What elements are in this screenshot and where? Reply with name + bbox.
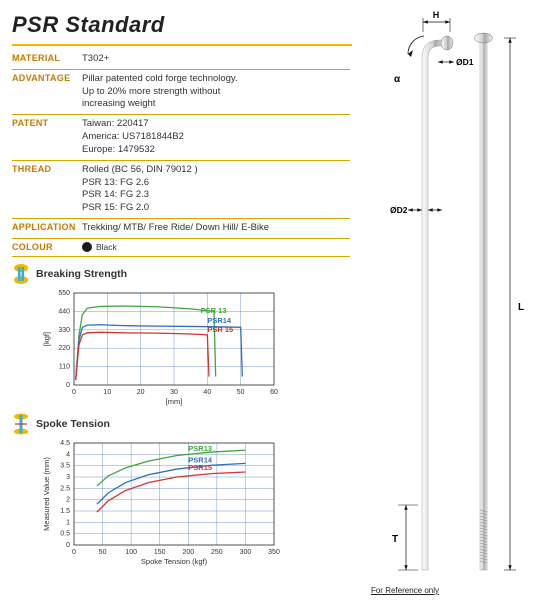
svg-text:4.5: 4.5 <box>60 440 70 447</box>
reference-note: For Reference only <box>371 586 439 595</box>
svg-text:Spoke Tension (kgf): Spoke Tension (kgf) <box>141 557 208 566</box>
svg-text:10: 10 <box>103 389 111 396</box>
spec-value: Trekking/ MTB/ Free Ride/ Down Hill/ E-B… <box>82 218 350 238</box>
spec-label: COLOUR <box>12 238 82 256</box>
spec-table: MATERIALT302+ADVANTAGEPillar patented co… <box>12 50 350 257</box>
svg-text:220: 220 <box>58 345 70 352</box>
svg-text:α: α <box>394 74 401 85</box>
spec-label: ADVANTAGE <box>12 69 82 114</box>
svg-text:L: L <box>518 302 524 313</box>
tension-header: Spoke Tension <box>12 413 350 435</box>
svg-text:ØD2: ØD2 <box>390 205 408 215</box>
svg-text:[mm]: [mm] <box>166 397 183 406</box>
svg-text:PSR14: PSR14 <box>207 316 232 325</box>
svg-text:60: 60 <box>270 389 278 396</box>
svg-text:3.5: 3.5 <box>60 463 70 470</box>
breaking-header: Breaking Strength <box>12 263 350 285</box>
svg-text:PSR13: PSR13 <box>188 444 212 453</box>
spec-value: Taiwan: 220417America: US7181844B2Europe… <box>82 115 350 160</box>
spec-label: THREAD <box>12 160 82 218</box>
svg-text:2.5: 2.5 <box>60 486 70 493</box>
svg-text:40: 40 <box>203 389 211 396</box>
spec-value: Rolled (BC 56, DIN 79012 )PSR 13: FG 2.6… <box>82 160 350 218</box>
spec-label: MATERIAL <box>12 50 82 69</box>
spec-value: Black <box>82 238 350 256</box>
svg-text:330: 330 <box>58 327 70 334</box>
tension-icon <box>12 413 30 435</box>
svg-text:[kgf]: [kgf] <box>42 332 51 346</box>
svg-text:0: 0 <box>72 389 76 396</box>
svg-text:PSR 13: PSR 13 <box>201 306 227 315</box>
svg-text:PSR 15: PSR 15 <box>207 325 233 334</box>
svg-text:ØD1: ØD1 <box>456 57 474 67</box>
svg-text:440: 440 <box>58 309 70 316</box>
svg-text:0: 0 <box>66 542 70 549</box>
svg-text:110: 110 <box>59 364 70 371</box>
svg-text:30: 30 <box>170 389 178 396</box>
svg-text:3: 3 <box>66 474 70 481</box>
svg-text:1.5: 1.5 <box>60 508 70 515</box>
svg-text:20: 20 <box>137 389 145 396</box>
breaking-title: Breaking Strength <box>36 268 127 280</box>
svg-text:4: 4 <box>66 452 70 459</box>
spec-label: APPLICATION <box>12 218 82 238</box>
spoke-diagram: H ØD1 α ØD2 L T <box>368 10 528 600</box>
spec-value: Pillar patented cold forge technology.Up… <box>82 69 350 114</box>
svg-text:Measured Value (mm): Measured Value (mm) <box>42 457 51 531</box>
svg-text:250: 250 <box>211 549 223 556</box>
svg-text:50: 50 <box>237 389 245 396</box>
svg-text:50: 50 <box>99 549 107 556</box>
svg-text:350: 350 <box>268 549 280 556</box>
spec-label: PATENT <box>12 115 82 160</box>
svg-text:550: 550 <box>58 290 70 297</box>
svg-text:200: 200 <box>182 549 194 556</box>
tension-chart: 0 50 100 150 200 250 300 350 0 0.5 1 1.5 2 2.5 3 3.5 4 4.… <box>40 437 290 567</box>
svg-text:0: 0 <box>66 382 70 389</box>
svg-text:100: 100 <box>125 549 137 556</box>
breaking-icon <box>12 263 30 285</box>
svg-text:0.5: 0.5 <box>60 531 70 538</box>
svg-text:150: 150 <box>154 549 166 556</box>
svg-text:300: 300 <box>240 549 252 556</box>
spec-value: T302+ <box>82 50 350 69</box>
svg-text:T: T <box>392 534 398 545</box>
svg-text:PSR15: PSR15 <box>188 463 212 472</box>
breaking-chart: 0 10 20 30 40 50 60 0 110 220 330 440 550 PSR 13PSR14… <box>40 287 290 407</box>
svg-text:H: H <box>433 10 440 20</box>
svg-text:1: 1 <box>66 520 70 527</box>
svg-text:0: 0 <box>72 549 76 556</box>
title-rule <box>12 44 352 46</box>
svg-text:2: 2 <box>66 497 70 504</box>
tension-title: Spoke Tension <box>36 418 110 430</box>
